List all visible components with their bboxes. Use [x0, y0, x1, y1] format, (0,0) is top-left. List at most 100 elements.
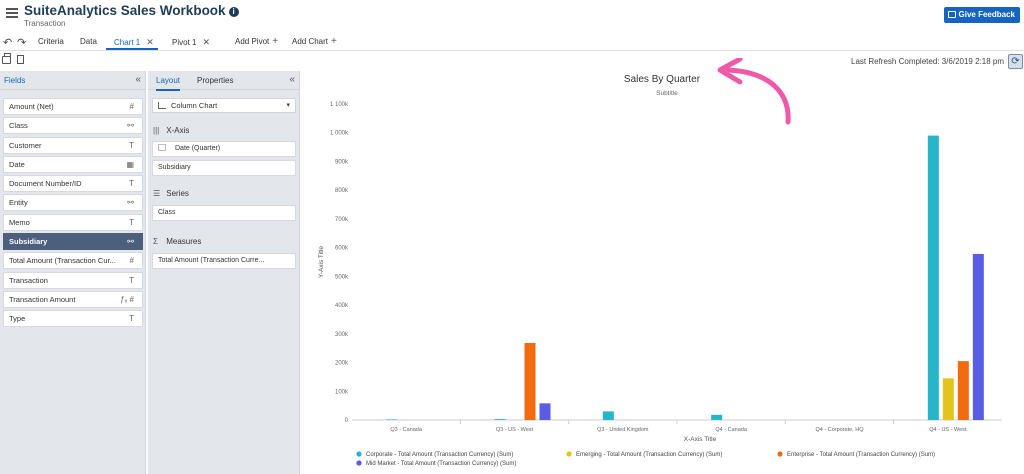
legend-label: Mid Market - Total Amount (Transaction C… — [366, 461, 516, 467]
add-chart-button[interactable]: Add Chart + — [292, 36, 337, 50]
tab-properties[interactable]: Properties — [197, 76, 234, 85]
add-chart-label: Add Chart — [292, 37, 329, 46]
plus-icon: + — [331, 36, 337, 47]
bar — [602, 411, 614, 420]
y-tick-label: 300k — [335, 332, 349, 338]
give-feedback-label: Give Feedback — [958, 10, 1015, 19]
x-tick-label: Q4 - US - West — [929, 427, 967, 433]
print-icon[interactable] — [2, 53, 11, 64]
collapse-layout-icon[interactable]: « — [289, 74, 295, 85]
x-tick-label: Q3 - United Kingdom — [597, 427, 649, 433]
field-item[interactable]: Total Amount (Transaction Cur... # — [3, 252, 143, 270]
layout-panel: Layout Properties « Column Chart ▾ ||| X… — [148, 71, 300, 474]
series-item-class[interactable]: Class — [152, 205, 296, 221]
field-item[interactable]: Date ▦ — [3, 155, 143, 173]
field-type-icon: ⚯ — [127, 121, 134, 131]
export-icon[interactable] — [17, 55, 24, 64]
info-icon[interactable]: i — [228, 7, 239, 17]
field-type-icon: T — [129, 314, 134, 324]
y-tick-label: 900k — [335, 159, 349, 165]
arrow-shaft — [725, 67, 791, 125]
x-axis-section-title: ||| X-Axis — [153, 126, 189, 135]
field-label: Memo — [9, 217, 30, 227]
sigma-icon: Σ — [153, 237, 158, 246]
legend-label: Corporate - Total Amount (Transaction Cu… — [366, 452, 513, 458]
chart-canvas[interactable]: Sales By Quarter Subtitle 0 100k 200k 300k 400… — [301, 71, 1024, 474]
bar — [972, 253, 984, 420]
chart-type-select[interactable]: Column Chart ▾ — [152, 98, 296, 113]
legend-label: Enterprise - Total Amount (Transaction C… — [787, 452, 935, 458]
field-label: Date — [9, 159, 25, 169]
plus-icon: + — [272, 36, 279, 47]
feedback-icon — [947, 11, 956, 18]
tab-chart-1[interactable]: Chart 1 ✕ — [106, 36, 158, 50]
y-tick-label: 1 100k — [330, 102, 349, 108]
field-type-icon: ▦ — [126, 159, 134, 169]
drag-handle-icon[interactable] — [158, 144, 166, 151]
field-type-icon: T — [129, 140, 134, 150]
tab-criteria[interactable]: Criteria — [38, 37, 64, 46]
collapse-fields-icon[interactable]: « — [135, 74, 141, 85]
workbook-tab-bar: ↶ ↷ Criteria Data Chart 1 ✕ Pivot 1 ✕ Add … — [0, 34, 1024, 51]
fields-panel-header: Fields « — [0, 71, 145, 90]
redo-icon[interactable]: ↷ — [17, 37, 27, 49]
tab-chart-1-label: Chart 1 — [114, 38, 141, 47]
y-tick-label: 600k — [335, 246, 349, 252]
fields-panel: Fields « Amount (Net) # Class ⚯ Customer T Dat… — [0, 71, 146, 474]
field-item[interactable]: Entity ⚯ — [3, 194, 143, 212]
field-item[interactable]: Memo T — [3, 213, 143, 231]
column-chart-icon — [158, 102, 166, 109]
x-tick-label: Q4 - Corporate, HQ — [816, 427, 865, 433]
chart-type-value: Column Chart — [171, 101, 218, 110]
add-pivot-button[interactable]: Add Pivot + — [235, 36, 278, 50]
tab-layout[interactable]: Layout — [156, 76, 181, 91]
x-tick-label: Q3 - US - West — [496, 427, 534, 433]
field-label: Transaction Amount — [9, 294, 76, 304]
chevron-down-icon: ▾ — [286, 102, 290, 109]
workbook-subtitle: Transaction — [24, 19, 66, 28]
series-label: Series — [166, 189, 189, 198]
measures-item-total-amount[interactable]: Total Amount (Transaction Curre... — [152, 253, 296, 269]
add-pivot-label: Add Pivot — [235, 37, 270, 46]
field-label: Total Amount (Transaction Cur... — [9, 256, 116, 266]
series-icon: ☰ — [153, 189, 161, 198]
arrow-head — [717, 58, 743, 85]
field-type-icon: T — [129, 217, 134, 227]
x-tick-label: Q4 - Canada — [715, 427, 747, 433]
field-item[interactable]: Transaction T — [3, 271, 143, 289]
field-type-icon: T — [129, 179, 134, 189]
field-type-icon: # — [129, 102, 134, 111]
x-tick-label: Q3 - Canada — [390, 427, 422, 433]
field-label: Customer — [9, 140, 42, 150]
refresh-button[interactable]: ⟳ — [1008, 54, 1023, 69]
field-item[interactable]: Subsidiary ⚯ — [3, 233, 143, 251]
tab-pivot-1-label: Pivot 1 — [172, 38, 197, 47]
fields-panel-title: Fields — [4, 76, 26, 85]
x-axis-item-date-quarter[interactable]: Date (Quarter) — [152, 141, 296, 157]
menu-icon[interactable] — [6, 8, 18, 18]
field-item[interactable]: Class ⚯ — [3, 117, 143, 135]
series-section-title: ☰ Series — [153, 189, 189, 198]
undo-icon[interactable]: ↶ — [3, 37, 13, 49]
field-item[interactable]: Amount (Net) # — [3, 98, 143, 115]
field-label: Entity — [9, 198, 28, 208]
tab-data[interactable]: Data — [80, 37, 97, 46]
tab-pivot-1[interactable]: Pivot 1 ✕ — [172, 36, 210, 50]
give-feedback-button[interactable]: Give Feedback — [943, 7, 1020, 23]
chart-title: Sales By Quarter — [624, 74, 701, 85]
page-title: SuiteAnalytics Sales Workbook i — [24, 3, 239, 18]
field-item[interactable]: Type T — [3, 310, 143, 328]
field-type-icon: ⚯ — [127, 237, 134, 247]
close-icon[interactable]: ✕ — [202, 37, 211, 47]
y-tick-label: 1 000k — [330, 131, 349, 137]
x-axis-item-subsidiary[interactable]: Subsidiary — [152, 160, 296, 176]
close-icon[interactable]: ✕ — [146, 37, 154, 47]
bar — [524, 343, 536, 420]
annotation-arrow — [717, 58, 791, 125]
field-item[interactable]: Document Number/ID T — [3, 175, 143, 193]
field-item[interactable]: Customer T — [3, 136, 143, 154]
last-refresh-text: Last Refresh Completed: 3/6/2019 2:18 pm — [851, 57, 1004, 66]
field-item[interactable]: Transaction Amount ƒₓ # — [3, 290, 143, 308]
field-type-icon: T — [129, 275, 134, 285]
field-type-icon: ƒₓ # — [120, 294, 134, 304]
